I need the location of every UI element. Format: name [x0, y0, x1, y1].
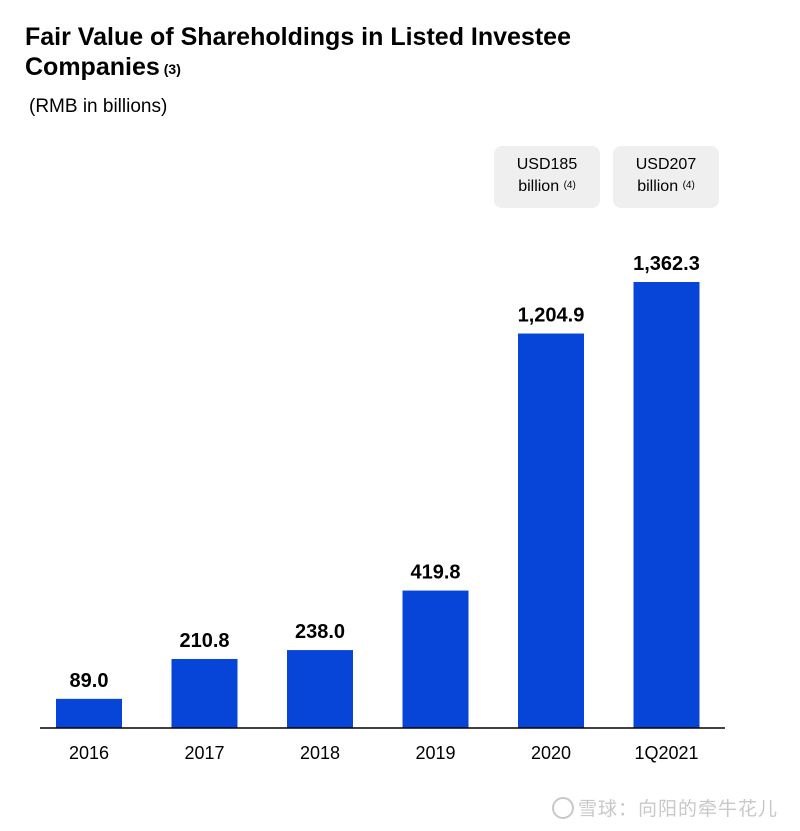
usd-annotation-1q2021: USD207 billion (4): [613, 146, 719, 208]
bar-2019: [402, 590, 469, 728]
watermark-text: 雪球：向阳的牵牛花儿: [577, 798, 778, 820]
snowball-logo-icon: [551, 797, 574, 819]
data-label-1q2021: 1,362.3: [633, 253, 700, 275]
chart-title: Fair Value of Shareholdings in Listed In…: [25, 22, 665, 82]
usd-annotation-footnote: (4): [563, 180, 576, 191]
usd-annotation-unit: billion (4): [637, 178, 695, 195]
x-tick-label-2017: 2017: [184, 743, 224, 763]
data-label-2020: 1,204.9: [518, 305, 585, 327]
usd-annotation-footnote: (4): [682, 180, 695, 191]
title-footnote: (3): [163, 61, 181, 77]
chart-subtitle: (RMB in billions): [29, 96, 168, 117]
bar-2016: [56, 698, 122, 728]
bar-2017: [171, 658, 238, 728]
usd-annotation-unit: billion (4): [518, 178, 576, 195]
usd-annotation-value: USD207: [635, 156, 697, 173]
x-tick-label-2019: 2019: [415, 743, 455, 763]
chart-title-text: Fair Value of Shareholdings in Listed In…: [25, 23, 571, 81]
data-label-2017: 210.8: [179, 630, 229, 652]
x-tick-label-2018: 2018: [300, 743, 340, 763]
bar-1q2021: [633, 282, 700, 728]
usd-annotation-2020: USD185 billion (4): [494, 146, 600, 208]
x-tick-label-1q2021: 1Q2021: [634, 743, 698, 763]
data-label-2019: 419.8: [410, 562, 460, 584]
bar-2018: [287, 650, 353, 728]
data-label-2018: 238.0: [295, 621, 345, 643]
data-label-2016: 89.0: [70, 670, 109, 692]
bar-2020: [518, 333, 584, 728]
x-tick-label-2016: 2016: [69, 743, 109, 763]
x-tick-label-2020: 2020: [531, 743, 571, 763]
watermark: 雪球：向阳的牵牛花儿: [551, 794, 778, 821]
usd-annotation-value: USD185: [516, 156, 578, 173]
